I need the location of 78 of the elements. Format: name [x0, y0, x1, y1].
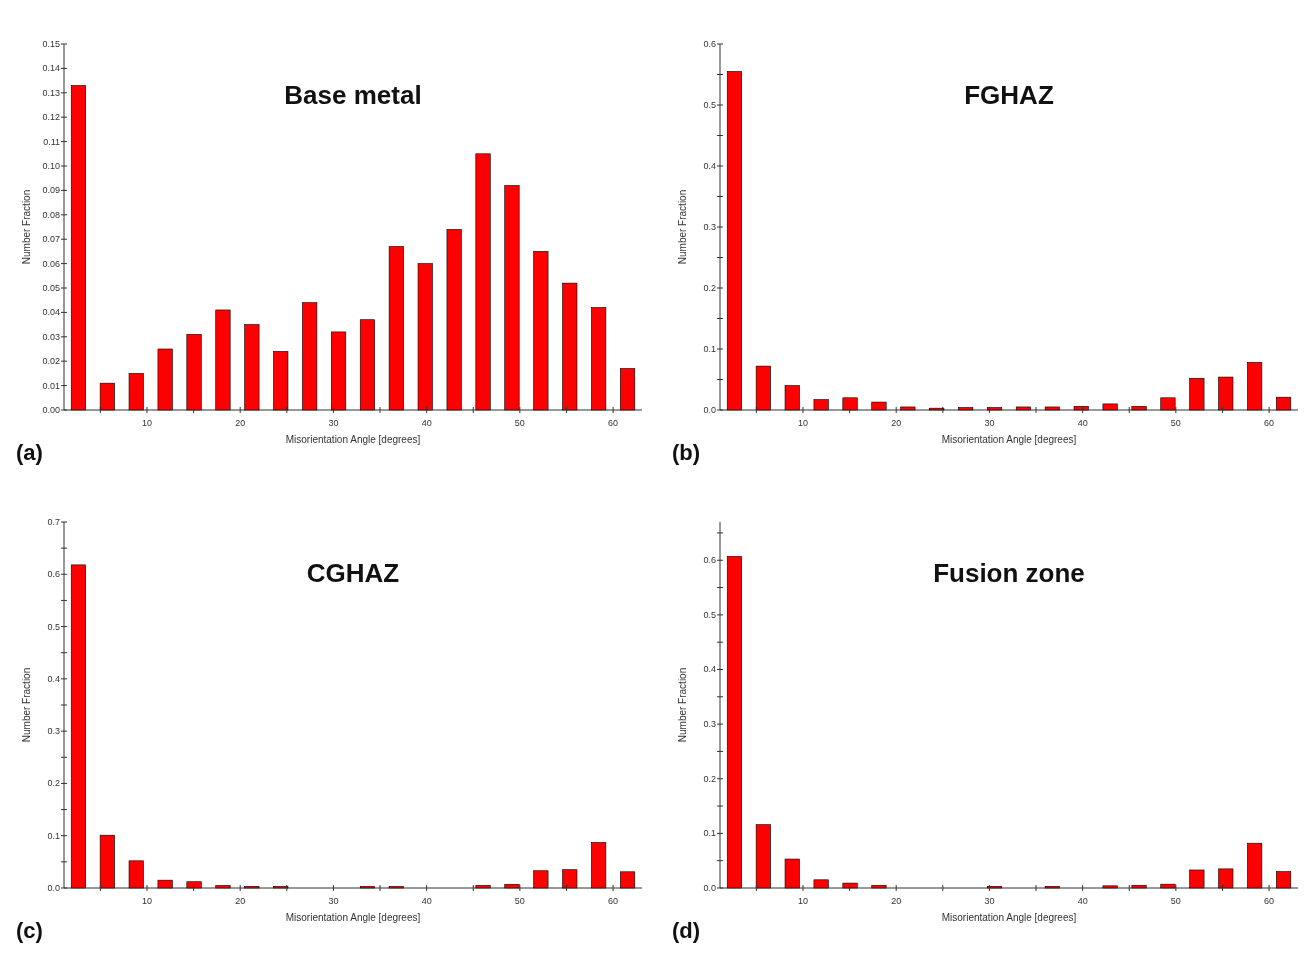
- y-tick-label: 0.12: [42, 112, 60, 123]
- x-tick-label: 30: [984, 418, 995, 428]
- y-axis-title: Number Fraction: [21, 667, 32, 743]
- y-tick-label: 0.5: [47, 621, 60, 632]
- x-tick-label: 40: [1077, 418, 1088, 428]
- text: FGHAZ: [964, 80, 1054, 110]
- y-tick-label: 0.6: [47, 569, 60, 580]
- text: (b): [672, 440, 701, 465]
- y-tick-label: 0.2: [47, 778, 60, 789]
- y-tick-label: 0.15: [42, 39, 60, 49]
- y-tick-label: 0.7: [47, 517, 60, 527]
- x-tick-label: 40: [421, 418, 432, 428]
- x-tick-label: 20: [235, 418, 246, 428]
- y-tick-label: 0.11: [43, 136, 60, 147]
- y-tick-label: 0.00: [42, 405, 60, 415]
- y-axis-title: Number Fraction: [677, 667, 688, 743]
- y-tick-label: 0.02: [42, 356, 60, 367]
- x-tick-label: 50: [514, 896, 525, 906]
- x-tick-label: 40: [1077, 896, 1088, 906]
- x-axis-title: Misorientation Angle [degrees]: [941, 434, 1077, 445]
- y-tick-label: 0.2: [703, 773, 716, 784]
- y-tick-label: 0.0: [703, 405, 716, 415]
- y-tick-label: 0.10: [42, 161, 60, 171]
- y-tick-label: 0.09: [42, 185, 60, 196]
- y-tick-label: 0.05: [42, 283, 60, 293]
- y-tick-label: 0.3: [703, 222, 716, 232]
- y-tick-label: 0.13: [42, 87, 60, 98]
- x-tick-label: 10: [797, 896, 808, 906]
- x-tick-label: 20: [235, 896, 246, 906]
- y-tick-label: 0.0: [703, 883, 716, 893]
- y-tick-label: 0.1: [703, 828, 716, 839]
- x-tick-label: 50: [1170, 896, 1181, 906]
- x-axis-title: Misorientation Angle [degrees]: [285, 434, 421, 445]
- y-axis-title: Number Fraction: [21, 189, 32, 265]
- y-tick-label: 0.5: [703, 609, 716, 620]
- x-axis-title: Misorientation Angle [degrees]: [285, 912, 421, 923]
- x-tick-label: 60: [1264, 896, 1275, 906]
- y-tick-label: 0.4: [47, 673, 60, 684]
- x-tick-label: 60: [608, 418, 619, 428]
- y-tick-label: 0.04: [42, 307, 60, 318]
- y-tick-label: 0.3: [703, 719, 716, 730]
- text: Fusion zone: [933, 558, 1085, 588]
- y-axis-title: Number Fraction: [677, 189, 688, 265]
- x-axis-title: Misorientation Angle [degrees]: [941, 912, 1077, 923]
- x-tick-label: 20: [891, 896, 902, 906]
- y-tick-label: 0.4: [703, 664, 716, 675]
- y-tick-label: 0.2: [703, 283, 716, 293]
- x-tick-label: 10: [141, 418, 152, 428]
- x-tick-label: 60: [1264, 418, 1275, 428]
- text: (a): [16, 440, 43, 465]
- y-tick-label: 0.03: [42, 331, 60, 342]
- x-tick-label: 50: [1170, 418, 1181, 428]
- y-tick-label: 0.14: [42, 63, 60, 74]
- y-tick-label: 0.0: [47, 883, 60, 893]
- y-tick-label: 0.08: [42, 209, 60, 220]
- text: (d): [672, 918, 701, 943]
- text: (c): [16, 918, 43, 943]
- x-tick-label: 10: [141, 896, 152, 906]
- x-tick-label: 30: [328, 896, 339, 906]
- y-tick-label: 0.6: [703, 39, 716, 49]
- x-tick-label: 20: [891, 418, 902, 428]
- y-tick-label: 0.07: [42, 234, 60, 245]
- text: Base metal: [284, 80, 422, 110]
- x-tick-label: 60: [608, 896, 619, 906]
- y-tick-label: 0.3: [47, 726, 60, 737]
- x-tick-label: 10: [797, 418, 808, 428]
- text: CGHAZ: [306, 558, 400, 588]
- y-tick-label: 0.1: [47, 830, 60, 841]
- y-tick-label: 0.01: [42, 380, 60, 391]
- y-tick-label: 0.1: [703, 344, 716, 354]
- y-tick-label: 0.6: [703, 555, 716, 566]
- x-tick-label: 50: [514, 418, 525, 428]
- y-tick-label: 0.4: [703, 161, 716, 171]
- x-tick-label: 30: [984, 896, 995, 906]
- x-tick-label: 40: [421, 896, 432, 906]
- x-tick-label: 30: [328, 418, 339, 428]
- y-tick-label: 0.5: [703, 100, 716, 110]
- y-tick-label: 0.06: [42, 258, 60, 269]
